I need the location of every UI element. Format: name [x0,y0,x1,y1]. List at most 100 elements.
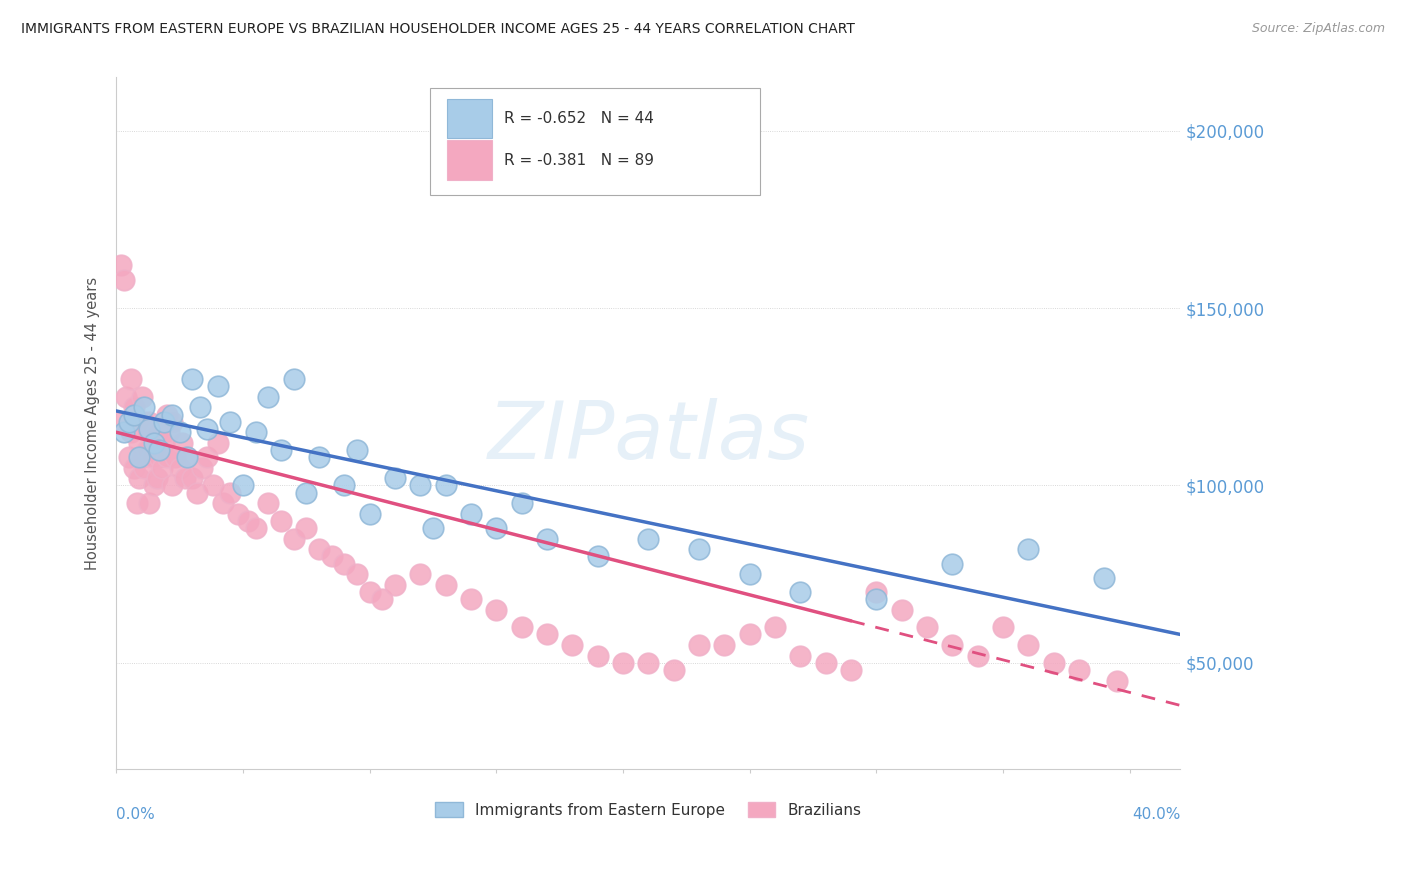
Point [148,442,170,457]
Point [226,507,249,521]
Point [688,542,710,557]
Point [125,415,148,429]
Point [586,549,609,564]
Point [637,532,659,546]
Point [245,425,267,440]
Point [110,259,132,273]
Point [637,656,659,670]
Point [112,273,135,287]
Point [143,436,166,450]
Point [283,372,305,386]
Point [409,478,432,492]
Point [510,496,533,510]
Point [118,415,141,429]
Point [107,415,129,429]
Point [146,471,169,485]
Point [536,627,558,641]
Point [991,620,1014,634]
Point [359,585,381,599]
Point [160,415,183,429]
Point [160,478,183,492]
Point [201,478,224,492]
Text: R = -0.381   N = 89: R = -0.381 N = 89 [503,153,654,168]
Point [359,507,381,521]
Point [422,521,444,535]
Point [460,592,482,607]
Point [257,496,280,510]
Point [176,450,198,464]
Text: 0.0%: 0.0% [117,807,155,822]
Point [128,450,150,464]
Point [1017,638,1039,652]
Point [865,592,887,607]
Point [510,620,533,634]
Point [186,485,208,500]
Point [146,425,169,440]
Point [197,450,219,464]
Point [713,638,735,652]
Point [257,390,280,404]
Point [169,460,191,475]
Point [122,408,145,422]
Point [409,567,432,582]
Point [197,422,219,436]
Text: 40.0%: 40.0% [1132,807,1181,822]
Point [1094,571,1116,585]
Point [207,436,229,450]
Point [211,496,233,510]
Point [236,514,259,528]
Point [143,436,166,450]
Point [966,648,988,663]
Point [134,415,156,429]
FancyBboxPatch shape [430,87,761,195]
Text: R = -0.652   N = 44: R = -0.652 N = 44 [503,112,654,126]
Point [156,450,179,464]
Point [131,390,153,404]
Point [163,450,186,464]
Point [485,521,508,535]
Point [321,549,343,564]
Point [865,585,887,599]
Point [122,460,145,475]
Point [839,663,862,677]
Point [346,442,368,457]
FancyBboxPatch shape [447,140,492,180]
Point [662,663,685,677]
Point [1069,663,1091,677]
Point [121,372,143,386]
Point [561,638,583,652]
Point [138,496,160,510]
Point [153,415,176,429]
Point [128,471,150,485]
Y-axis label: Householder Income Ages 25 - 44 years: Householder Income Ages 25 - 44 years [86,277,100,570]
Point [270,514,292,528]
Point [138,415,160,429]
Point [156,408,179,422]
Point [125,496,148,510]
Text: ZIPatlas: ZIPatlas [488,398,810,476]
Text: Source: ZipAtlas.com: Source: ZipAtlas.com [1251,22,1385,36]
Point [1107,673,1129,688]
Point [915,620,938,634]
Point [384,578,406,592]
Point [460,507,482,521]
Point [789,585,811,599]
Text: IMMIGRANTS FROM EASTERN EUROPE VS BRAZILIAN HOUSEHOLDER INCOME AGES 25 - 44 YEAR: IMMIGRANTS FROM EASTERN EUROPE VS BRAZIL… [21,22,855,37]
Point [141,450,163,464]
Point [169,425,191,440]
Point [181,372,204,386]
Legend: Immigrants from Eastern Europe, Brazilians: Immigrants from Eastern Europe, Brazilia… [429,796,868,824]
Point [115,390,138,404]
Point [159,425,181,440]
Point [308,450,330,464]
Point [134,460,156,475]
Point [371,592,394,607]
Point [188,401,211,415]
Point [135,425,157,440]
Point [295,485,318,500]
Point [283,532,305,546]
Point [128,436,150,450]
Point [131,450,153,464]
Point [890,602,912,616]
Point [134,401,156,415]
